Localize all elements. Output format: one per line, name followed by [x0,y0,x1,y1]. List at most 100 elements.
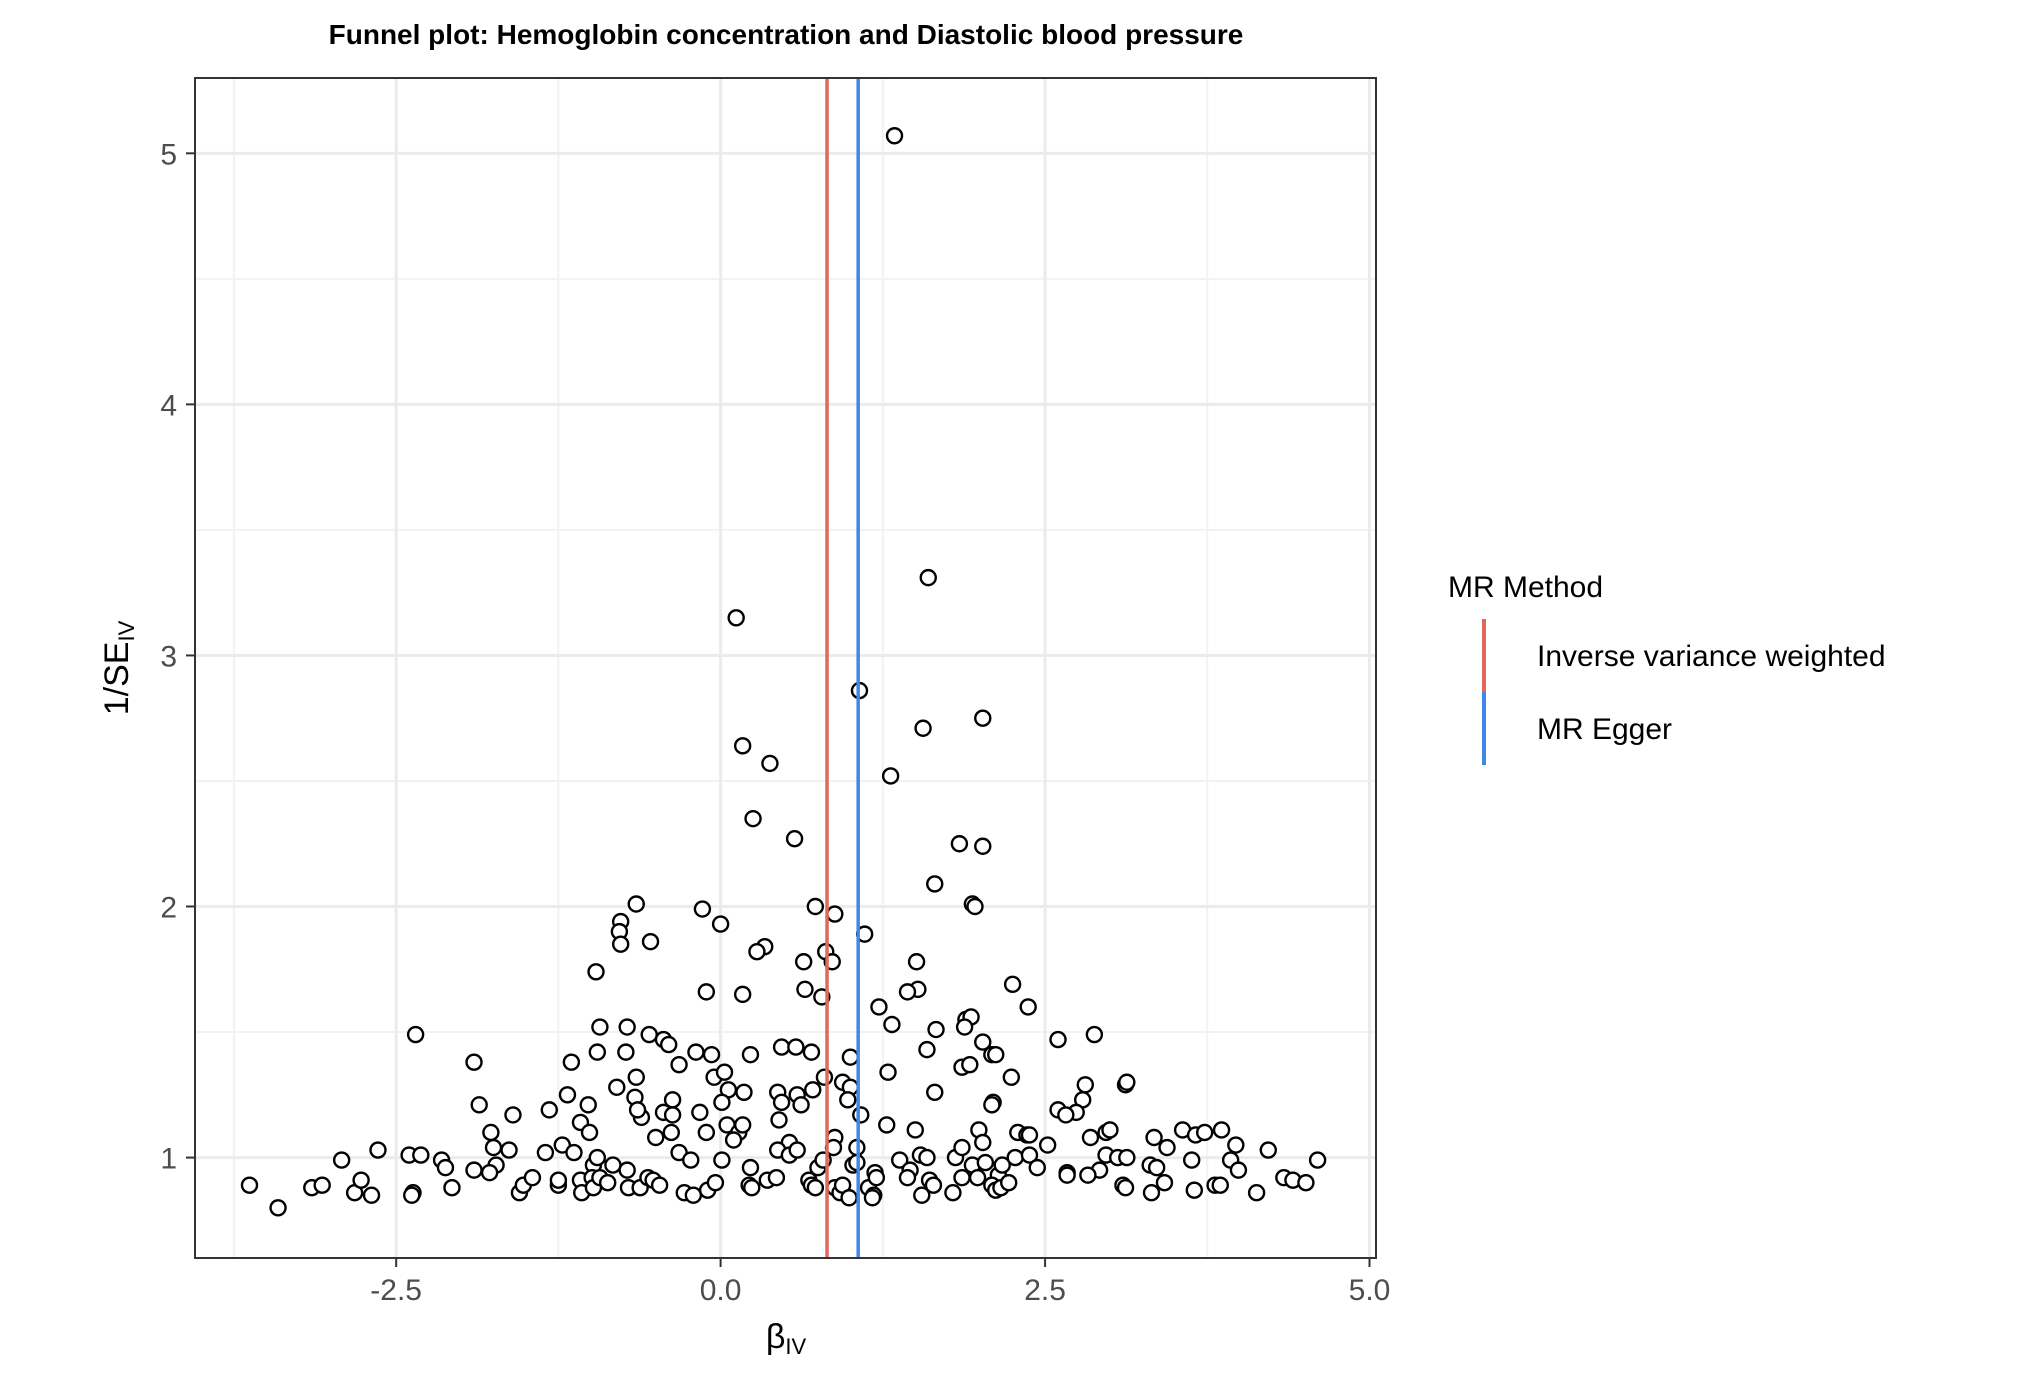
x-tick-label: 0.0 [700,1274,742,1307]
legend-label-egger: MR Egger [1537,713,1672,746]
data-point [1116,1179,1135,1197]
data-point [879,1063,897,1081]
data-point [562,1053,581,1071]
data-point [682,1151,700,1169]
data-point [1076,1076,1094,1094]
data-point [955,1018,974,1036]
data-point [313,1176,331,1194]
data-point [1002,1068,1021,1086]
data-point [713,1093,731,1112]
data-point [974,709,992,727]
y-tick-label: 1 [160,1143,177,1176]
data-point [950,835,969,853]
data-point [1185,1181,1204,1199]
data-point [806,1179,825,1197]
data-point [802,1043,821,1061]
data-point [863,1189,882,1207]
data-point [558,1086,577,1104]
data-point [332,1151,351,1169]
legend: MR Method Inverse variance weighted MR E… [1448,571,1886,765]
y-tick-label: 4 [160,389,177,422]
data-point [1019,998,1037,1016]
data-point [618,1018,636,1036]
data-point [735,1083,753,1101]
data-point [1259,1141,1277,1159]
data-point [693,900,712,918]
data-point [691,1103,709,1122]
data-point [741,1045,760,1064]
panel-border [194,77,1377,1259]
legend-title: MR Method [1448,571,1603,604]
data-point [706,1173,725,1192]
data-point [918,1040,936,1059]
data-point [741,1158,760,1177]
data-point [659,1035,678,1054]
x-tick-label: 5.0 [1349,1274,1391,1307]
data-point [733,737,752,755]
data-point [794,953,813,971]
data-point [662,1123,680,1142]
chart-title: Funnel plot: Hemoglobin concentration an… [329,19,1244,50]
data-point [974,1133,992,1152]
data-point [627,1068,645,1086]
data-point [579,1096,597,1114]
data-point [885,127,904,145]
data-point [369,1141,387,1159]
data-point [907,953,926,971]
data-point [772,1038,791,1056]
data-point [974,837,992,855]
data-point [968,1168,987,1187]
data-point [443,1179,461,1197]
data-point [785,830,804,848]
data-point [1195,1123,1214,1142]
data-point [841,1048,860,1066]
data-point [591,1018,609,1036]
data-point [580,1123,599,1142]
data-point [867,1168,886,1187]
data-point [743,1179,761,1197]
data-point [1142,1184,1161,1202]
data-point [1003,975,1022,994]
data-point [927,1020,945,1039]
data-point [761,754,779,773]
data-point [1049,1030,1067,1049]
data-point [924,1176,943,1194]
data-point [1058,1166,1076,1184]
data-point [504,1106,522,1124]
data-point [1147,1158,1166,1177]
data-point [641,932,660,951]
data-point [918,1148,936,1167]
data-point [715,1063,734,1081]
method-lines [825,78,860,1258]
data-point [536,1143,555,1162]
data-point [883,1015,901,1034]
data-point [944,1184,962,1202]
data-point [1212,1121,1231,1139]
data-point [465,1161,483,1179]
data-point [1020,1146,1039,1164]
data-point [770,1111,788,1129]
data-point [482,1123,500,1142]
data-point [1038,1136,1057,1154]
x-tick-label: -2.5 [370,1274,422,1307]
data-point [240,1176,259,1194]
data-point [1297,1173,1315,1192]
data-point [744,809,762,828]
data-point [1028,1158,1046,1177]
data-point [727,609,745,627]
data-point [976,1153,995,1172]
data-point [914,719,932,737]
data-point [961,1055,979,1074]
data-point [697,983,716,1001]
data-point [983,1096,1001,1114]
data-point [1211,1176,1229,1194]
data-point [1229,1161,1248,1179]
data-point [587,963,605,981]
data-point [852,1106,870,1124]
data-point [1057,1106,1075,1124]
data-point [362,1186,381,1204]
data-point [500,1141,518,1159]
data-point [1006,1148,1024,1167]
x-axis-title: βIV [766,1318,807,1359]
